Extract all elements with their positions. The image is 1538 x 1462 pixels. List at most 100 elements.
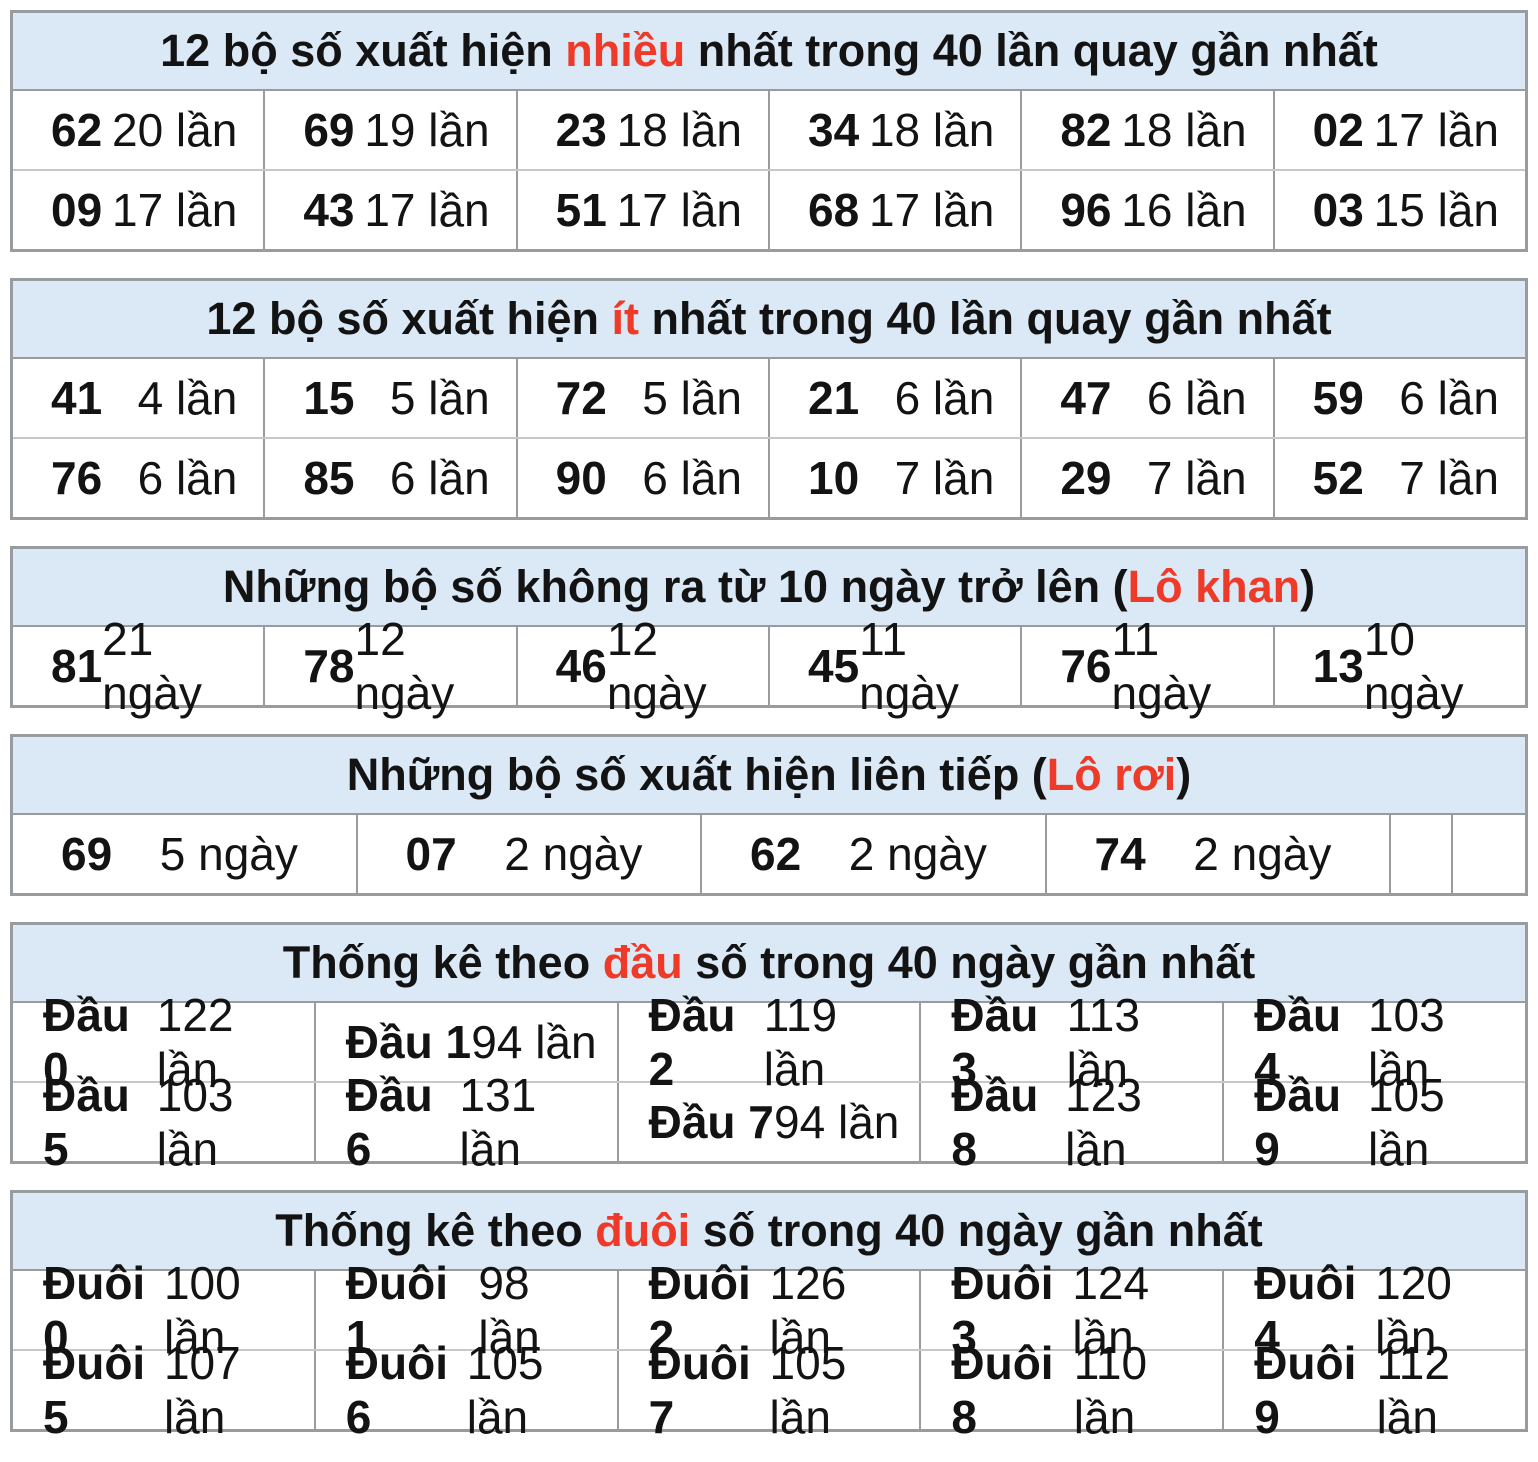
stat-count: 5 lần xyxy=(389,372,490,424)
stat-count: 6 lần xyxy=(894,372,995,424)
title-highlight: ít xyxy=(611,293,640,344)
stat-cell: Đầu 4 103 lần xyxy=(1222,989,1525,1095)
stat-label: Đuôi 8 xyxy=(951,1337,1054,1443)
stat-number: 62 xyxy=(51,104,103,156)
stat-label: Đầu 3 xyxy=(951,989,1039,1095)
stat-count: 20 lần xyxy=(111,104,238,156)
table-row: Đuôi 0 100 lần Đuôi 1 98 lần Đuôi 2 126 lần… xyxy=(13,1257,1525,1363)
stat-count: 105 lần xyxy=(1367,1069,1445,1175)
stat-number: 41 xyxy=(51,372,103,424)
stat-count: 18 lần xyxy=(616,104,742,156)
stat-label: Đầu 4 xyxy=(1254,989,1342,1095)
stat-cell: 69 19 lần xyxy=(263,91,515,169)
stat-cell: Đầu 3 113 lần xyxy=(919,989,1222,1095)
stat-number: 15 xyxy=(303,372,355,424)
stat-count: 110 lần xyxy=(1073,1337,1148,1443)
stat-cell: 78 12 ngày xyxy=(263,613,515,719)
table-row: Đuôi 5 107 lần Đuôi 6 105 lần Đuôi 7 105 lầ… xyxy=(13,1337,1525,1443)
stat-cell: 21 6 lần xyxy=(767,359,1020,437)
title-text: 12 bộ số xuất hiện xyxy=(160,25,566,76)
stat-count: 6 lần xyxy=(1146,372,1247,424)
stat-number: 13 xyxy=(1312,640,1364,692)
title-text: Thống kê theo xyxy=(282,937,603,988)
stat-cell: Đầu 0 122 lần xyxy=(13,989,314,1095)
stat-cell: 10 7 lần xyxy=(767,439,1020,517)
title-highlight: nhiều xyxy=(565,25,686,76)
stat-cell: 51 17 lần xyxy=(515,171,768,249)
stat-count: 126 lần xyxy=(769,1257,847,1363)
title-text: 12 bộ số xuất hiện xyxy=(206,293,612,344)
stat-cell: Đuôi 3 124 lần xyxy=(919,1257,1222,1363)
stat-number: 02 xyxy=(1312,104,1364,156)
stat-cell: 47 6 lần xyxy=(1020,359,1272,437)
stat-count: 123 lần xyxy=(1065,1069,1142,1175)
stat-count: 105 lần xyxy=(769,1337,847,1443)
empty-cell xyxy=(1451,815,1525,893)
table-least-frequent: 12 bộ số xuất hiện ít nhất trong 40 lần … xyxy=(10,278,1528,520)
stat-count: 105 lần xyxy=(466,1337,544,1443)
stat-label: Đầu 1 xyxy=(345,1016,472,1068)
stat-cell: 46 12 ngày xyxy=(515,613,768,719)
stat-cell: Đầu 5 103 lần xyxy=(13,1069,314,1175)
stat-count: 6 lần xyxy=(642,452,742,504)
stat-label: Đuôi 9 xyxy=(1254,1337,1357,1443)
stat-cell: Đầu 1 94 lần xyxy=(313,1003,617,1081)
title-text: số trong 40 ngày gần nhất xyxy=(690,1205,1263,1256)
stat-number: 76 xyxy=(51,452,103,504)
stat-count: 94 lần xyxy=(774,1096,900,1148)
stat-cell: 62 2 ngày xyxy=(700,815,1045,893)
stat-number: 76 xyxy=(1060,640,1112,692)
stat-cell: Đầu 2 119 lần xyxy=(616,989,920,1095)
stat-label: Đuôi 1 xyxy=(345,1257,448,1363)
stat-cell: Đầu 7 94 lần xyxy=(616,1083,920,1161)
stat-number: 29 xyxy=(1060,452,1112,504)
stat-count: 11 ngày xyxy=(1111,613,1212,719)
stat-cell: 02 17 lần xyxy=(1272,91,1525,169)
stat-count: 17 lần xyxy=(616,184,742,236)
stat-count: 113 lần xyxy=(1066,989,1140,1095)
stat-label: Đuôi 7 xyxy=(648,1337,751,1443)
table-lo-roi: Những bộ số xuất hiện liên tiếp (Lô rơi)… xyxy=(10,734,1528,896)
table-lo-khan: Những bộ số không ra từ 10 ngày trở lên … xyxy=(10,546,1528,719)
stat-cell: 23 18 lần xyxy=(515,91,768,169)
stat-number: 51 xyxy=(555,184,607,236)
stat-count: 5 lần xyxy=(642,372,742,424)
table-duoi-stats: Thống kê theo đuôi số trong 40 ngày gần … xyxy=(10,1190,1528,1443)
stat-number: 45 xyxy=(807,640,860,692)
stat-count: 18 lần xyxy=(868,104,995,156)
title-highlight: đuôi xyxy=(595,1205,691,1256)
stat-count: 17 lần xyxy=(111,184,238,236)
stat-cell: 69 5 ngày xyxy=(13,815,356,893)
table-row: 41 4 lần 15 5 lần 72 5 lần 21 6 lần 47 6 lần … xyxy=(13,359,1525,437)
empty-cell xyxy=(1389,815,1451,893)
stat-number: 90 xyxy=(555,452,607,504)
stat-cell: 45 11 ngày xyxy=(767,613,1020,719)
stat-cell: 29 7 lần xyxy=(1020,439,1272,517)
title-text: Những bộ số không ra từ 10 ngày trở lên … xyxy=(222,561,1128,612)
table-title-least-frequent: 12 bộ số xuất hiện ít nhất trong 40 lần … xyxy=(13,281,1525,359)
stat-count: 122 lần xyxy=(156,989,234,1095)
stat-count: 12 ngày xyxy=(606,613,707,719)
stat-count: 2 ngày xyxy=(1193,828,1332,880)
stat-cell: 03 15 lần xyxy=(1272,171,1525,249)
stat-number: 62 xyxy=(750,828,802,880)
stat-label: Đuôi 5 xyxy=(43,1337,146,1443)
title-text: số trong 40 ngày gần nhất xyxy=(682,937,1256,988)
stat-label: Đuôi 2 xyxy=(648,1257,751,1363)
stat-number: 21 xyxy=(807,372,860,424)
stat-number: 72 xyxy=(555,372,607,424)
stat-count: 7 lần xyxy=(894,452,995,504)
stat-cell: 34 18 lần xyxy=(767,91,1020,169)
stat-count: 11 ngày xyxy=(859,613,959,719)
stat-cell: 15 5 lần xyxy=(263,359,515,437)
stat-count: 112 lần xyxy=(1376,1337,1450,1443)
stat-cell: 90 6 lần xyxy=(515,439,768,517)
stat-count: 120 lần xyxy=(1375,1257,1452,1363)
table-row: 09 17 lần 43 17 lần 51 17 lần 68 17 lần 96 16… xyxy=(13,169,1525,249)
stat-count: 5 ngày xyxy=(159,828,298,880)
stat-count: 98 lần xyxy=(478,1257,540,1363)
stat-count: 100 lần xyxy=(163,1257,241,1363)
stat-number: 82 xyxy=(1060,104,1112,156)
stat-count: 124 lần xyxy=(1072,1257,1150,1363)
